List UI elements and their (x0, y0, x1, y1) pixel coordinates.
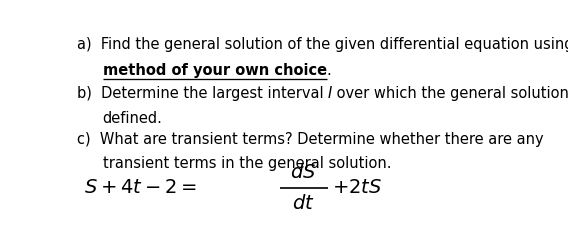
Text: transient terms in the general solution.: transient terms in the general solution. (103, 156, 391, 171)
Text: I: I (328, 86, 332, 101)
Text: $\mathit{S} + 4\mathit{t} - 2 = $: $\mathit{S} + 4\mathit{t} - 2 = $ (84, 178, 197, 197)
Text: $d\mathit{S}$: $d\mathit{S}$ (290, 163, 316, 182)
Text: a)  Find the general solution of the given differential equation using: a) Find the general solution of the give… (77, 38, 568, 53)
Text: defined.: defined. (103, 111, 162, 126)
Text: c)  What are transient terms? Determine whether there are any: c) What are transient terms? Determine w… (77, 131, 544, 146)
Text: $+ 2\mathit{t}\mathit{S}$: $+ 2\mathit{t}\mathit{S}$ (332, 178, 383, 197)
Text: b)  Determine the largest interval: b) Determine the largest interval (77, 86, 328, 101)
Text: .: . (327, 63, 332, 78)
Text: over which the general solution is: over which the general solution is (332, 86, 568, 101)
Text: $d\mathit{t}$: $d\mathit{t}$ (292, 194, 315, 213)
Text: method of your own choice: method of your own choice (103, 63, 327, 78)
